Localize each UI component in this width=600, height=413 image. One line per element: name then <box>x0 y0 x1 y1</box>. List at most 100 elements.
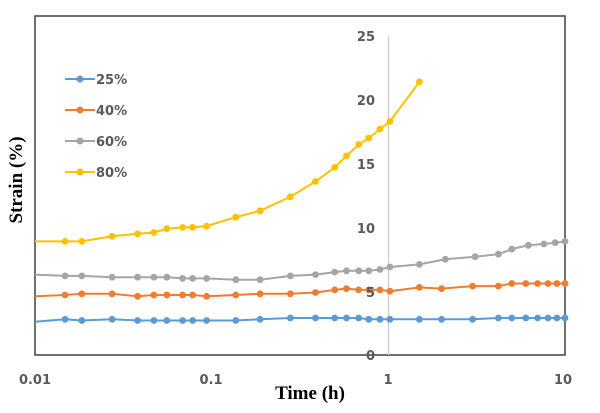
data-point <box>256 290 264 298</box>
data-point <box>355 314 363 322</box>
data-point <box>61 291 69 299</box>
legend-item: 40% <box>65 104 127 119</box>
data-point <box>189 291 197 299</box>
data-point <box>179 224 187 231</box>
data-point <box>553 280 561 287</box>
data-point <box>561 280 569 287</box>
data-point <box>376 125 384 133</box>
data-point <box>134 317 142 324</box>
data-point <box>150 317 158 324</box>
data-point <box>551 239 559 247</box>
legend-item: 80% <box>65 166 127 181</box>
data-point <box>134 292 142 300</box>
legend-swatch-marker <box>76 106 84 114</box>
data-point <box>108 290 116 298</box>
data-point <box>355 141 363 148</box>
data-point <box>471 253 479 261</box>
data-point <box>416 261 423 268</box>
data-point <box>331 164 339 171</box>
data-point <box>203 222 211 230</box>
data-point <box>386 287 394 295</box>
data-point <box>522 280 530 287</box>
data-point <box>544 280 552 287</box>
data-point <box>365 286 373 294</box>
data-point <box>108 273 116 281</box>
data-point <box>561 238 569 245</box>
y-tick-label: 5 <box>366 286 375 301</box>
data-point <box>312 314 319 322</box>
data-point <box>256 276 264 284</box>
data-point <box>343 314 350 322</box>
x-tick-label: 1 <box>383 373 392 388</box>
data-point <box>508 314 516 322</box>
data-point <box>331 286 339 294</box>
data-point <box>287 272 294 280</box>
legend-swatch-marker <box>76 137 84 145</box>
data-point <box>438 285 445 292</box>
data-point <box>343 267 350 275</box>
data-point <box>163 225 171 233</box>
data-point <box>232 291 240 299</box>
y-tick-label: 20 <box>357 94 375 109</box>
data-point <box>256 315 264 323</box>
data-point <box>163 291 171 299</box>
data-point <box>179 291 187 299</box>
data-point <box>416 284 423 291</box>
data-point <box>203 292 211 300</box>
data-point <box>61 315 69 323</box>
data-point <box>355 286 363 294</box>
data-point <box>561 314 569 322</box>
data-point <box>312 289 319 296</box>
x-tick-label: 10 <box>554 373 572 388</box>
data-point <box>438 315 445 323</box>
data-point <box>365 315 373 323</box>
data-point <box>508 280 516 287</box>
data-point <box>287 314 294 322</box>
legend-swatch-marker <box>76 75 84 83</box>
data-point <box>256 207 264 215</box>
data-point <box>61 238 69 245</box>
x-axis-title: Time (h) <box>275 383 345 404</box>
data-point <box>416 78 423 86</box>
data-point <box>469 282 476 290</box>
data-point <box>386 118 394 125</box>
legend-label: 80% <box>96 166 127 181</box>
data-point <box>365 267 373 275</box>
data-point <box>469 315 476 323</box>
data-point <box>376 266 384 273</box>
data-point <box>534 280 541 287</box>
data-point <box>365 134 373 142</box>
data-point <box>150 273 158 281</box>
data-point <box>331 314 339 322</box>
data-point <box>386 315 394 323</box>
data-point <box>312 178 319 185</box>
data-point <box>108 315 116 323</box>
legend-item: 60% <box>65 135 127 150</box>
x-tick-label: 0.01 <box>19 373 51 388</box>
data-point <box>495 282 502 290</box>
data-point <box>78 317 86 324</box>
data-point <box>540 240 548 248</box>
data-point <box>508 245 516 253</box>
data-point <box>163 273 171 281</box>
y-tick-labels: 0 5 10 15 20 25 <box>357 30 375 364</box>
data-point <box>343 152 350 160</box>
data-point <box>179 317 187 324</box>
data-point <box>495 250 502 258</box>
y-tick-label: 25 <box>357 30 375 45</box>
y-tick-label: 0 <box>366 349 375 364</box>
data-point <box>134 230 142 238</box>
y-tick-label: 15 <box>357 158 375 173</box>
series-25% <box>34 314 569 324</box>
data-point <box>78 290 86 298</box>
legend: 25% 40% 60% 80% <box>65 73 127 181</box>
y-axis-title: Strain (%) <box>6 136 27 223</box>
legend-label: 25% <box>96 73 127 88</box>
data-point <box>78 238 86 245</box>
data-point <box>386 263 394 271</box>
data-point <box>163 317 171 324</box>
data-point <box>134 273 142 281</box>
x-tick-labels: 0.01 0.1 1 10 <box>19 373 572 388</box>
data-point <box>376 315 384 323</box>
